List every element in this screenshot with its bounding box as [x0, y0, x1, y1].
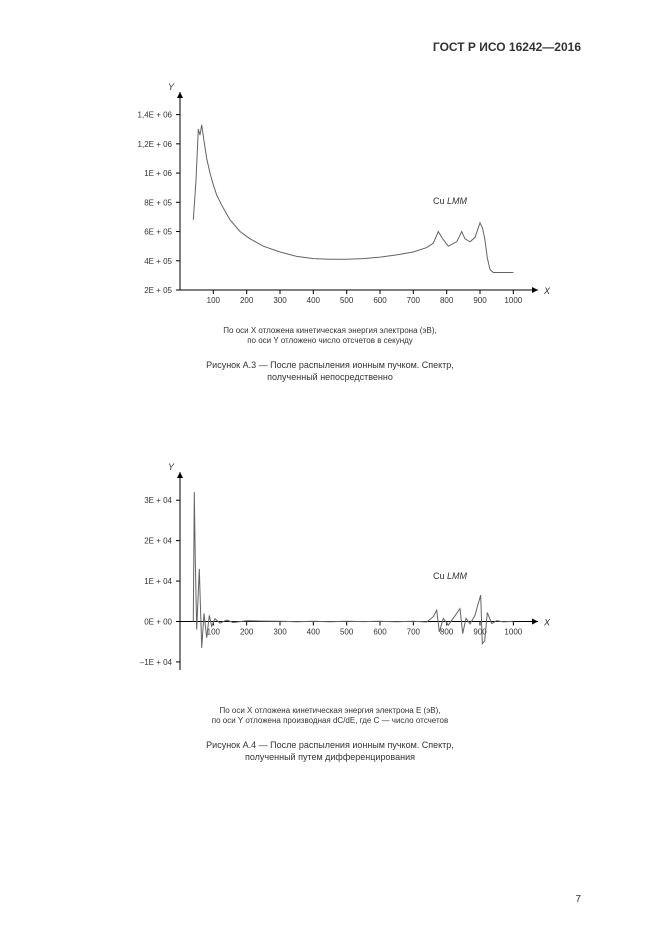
- figure-a3-caption: Рисунок А.3 — После распыления ионным пу…: [60, 359, 600, 384]
- svg-text:0E + 00: 0E + 00: [144, 617, 172, 626]
- svg-text:4E + 05: 4E + 05: [144, 257, 172, 266]
- chart-a3: 100 200 300 400 500 600 700 800 900 1000 X 2E + 05 4…: [110, 80, 550, 320]
- svg-text:100: 100: [207, 627, 221, 636]
- svg-text:700: 700: [407, 296, 421, 305]
- page-number: 7: [575, 894, 581, 905]
- svg-text:Cu LMM: Cu LMM: [433, 571, 468, 581]
- chart-a4: 1002003004005006007008009001000X–1E + 04…: [110, 460, 550, 700]
- svg-text:1E + 06: 1E + 06: [144, 169, 172, 178]
- svg-text:1,4E + 06: 1,4E + 06: [138, 111, 173, 120]
- svg-text:600: 600: [373, 296, 387, 305]
- svg-text:900: 900: [473, 296, 487, 305]
- figure-a4-axis-desc: По оси X отложена кинетическая энергия э…: [60, 706, 600, 727]
- svg-text:200: 200: [240, 627, 254, 636]
- svg-text:700: 700: [407, 627, 421, 636]
- axis-desc-line1: По оси X отложена кинетическая энергия э…: [219, 706, 440, 715]
- svg-text:8E + 05: 8E + 05: [144, 198, 172, 207]
- caption-line1: Рисунок А.3 — После распыления ионным пу…: [206, 360, 454, 370]
- svg-text:400: 400: [307, 296, 321, 305]
- svg-text:200: 200: [240, 296, 254, 305]
- svg-text:800: 800: [440, 627, 454, 636]
- svg-text:X: X: [543, 617, 550, 627]
- svg-text:6E + 05: 6E + 05: [144, 228, 172, 237]
- svg-text:Y: Y: [168, 462, 175, 472]
- svg-text:300: 300: [273, 627, 287, 636]
- svg-text:Cu LMM: Cu LMM: [433, 196, 468, 206]
- caption-line2: полученный непосредственно: [267, 372, 393, 382]
- svg-text:2E + 04: 2E + 04: [144, 537, 172, 546]
- caption-line2: полученный путем дифференцирования: [245, 752, 415, 762]
- svg-text:800: 800: [440, 296, 454, 305]
- figure-a3: 100 200 300 400 500 600 700 800 900 1000 X 2E + 05 4…: [60, 80, 600, 384]
- axis-desc-line2: по оси Y отложена производная dC/dE, где…: [212, 716, 448, 725]
- svg-text:–1E + 04: –1E + 04: [140, 658, 173, 667]
- caption-line1: Рисунок А.4 — После распыления ионным пу…: [206, 740, 454, 750]
- svg-text:300: 300: [273, 296, 287, 305]
- axis-desc-line2: по оси Y отложено число отсчетов в секун…: [247, 336, 413, 345]
- svg-text:X: X: [543, 286, 550, 296]
- svg-text:600: 600: [373, 627, 387, 636]
- svg-text:500: 500: [340, 296, 354, 305]
- svg-text:1000: 1000: [504, 627, 522, 636]
- svg-text:1000: 1000: [504, 296, 522, 305]
- figure-a3-axis-desc: По оси X отложена кинетическая энергия э…: [60, 326, 600, 347]
- svg-text:500: 500: [340, 627, 354, 636]
- svg-text:3E + 04: 3E + 04: [144, 496, 172, 505]
- page: ГОСТ Р ИСО 16242—2016 100 200 300 400 500 600…: [0, 0, 661, 935]
- axis-desc-line1: По оси X отложена кинетическая энергия э…: [223, 326, 436, 335]
- document-header: ГОСТ Р ИСО 16242—2016: [433, 40, 581, 54]
- svg-text:100: 100: [207, 296, 221, 305]
- svg-text:2E + 05: 2E + 05: [144, 286, 172, 295]
- figure-a4-caption: Рисунок А.4 — После распыления ионным пу…: [60, 739, 600, 764]
- svg-text:1E + 04: 1E + 04: [144, 577, 172, 586]
- svg-text:1,2E + 06: 1,2E + 06: [138, 140, 173, 149]
- svg-text:Y: Y: [168, 82, 175, 92]
- svg-text:400: 400: [307, 627, 321, 636]
- figure-a4: 1002003004005006007008009001000X–1E + 04…: [60, 460, 600, 764]
